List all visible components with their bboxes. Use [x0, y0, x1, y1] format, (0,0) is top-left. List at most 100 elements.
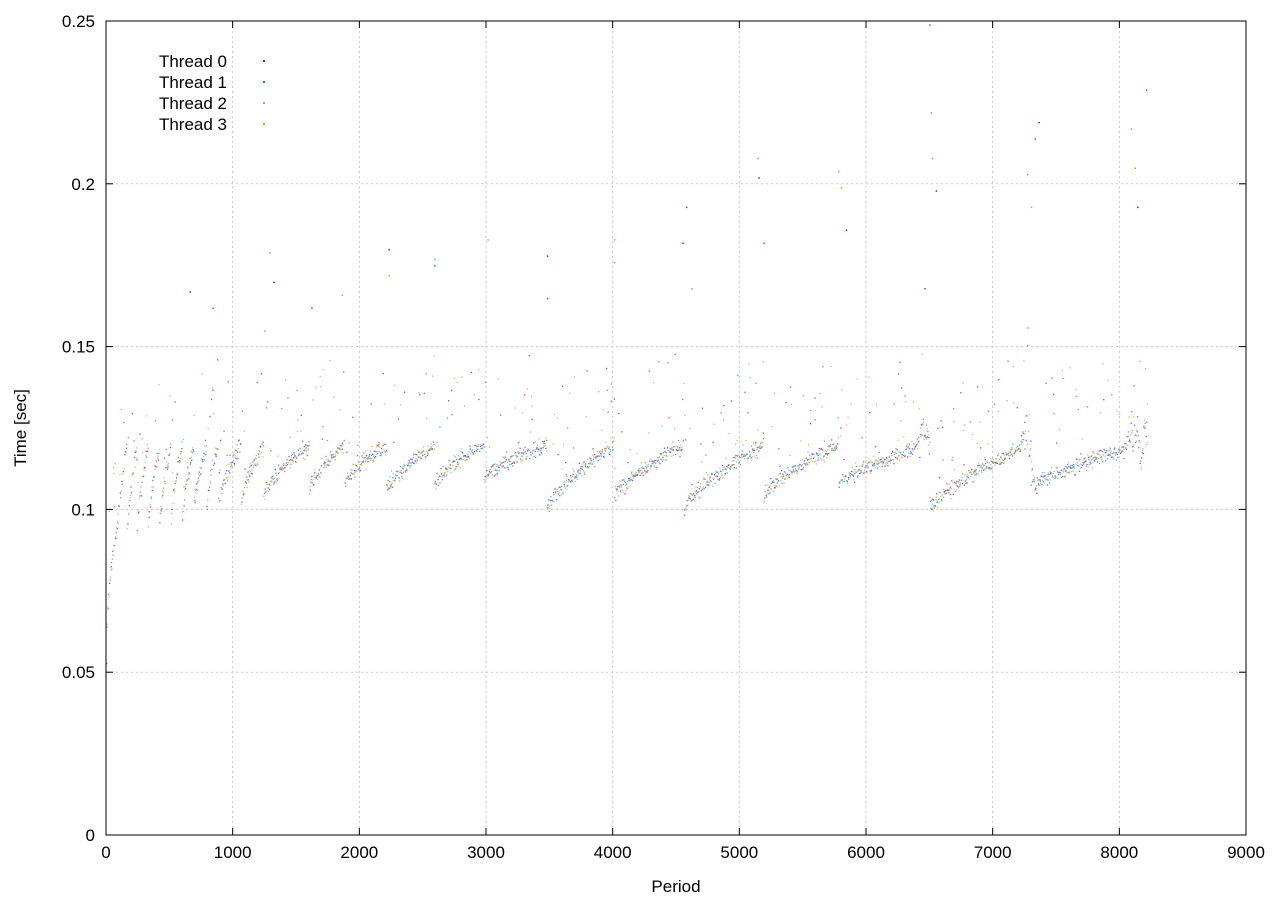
data-point: [229, 454, 231, 456]
data-point: [531, 405, 533, 408]
data-point: [549, 499, 552, 502]
data-point: [134, 466, 136, 468]
data-point: [1133, 416, 1135, 418]
data-point: [750, 445, 753, 447]
data-point: [1011, 446, 1013, 449]
data-point: [268, 483, 270, 485]
data-point: [709, 476, 711, 478]
data-point: [521, 412, 523, 414]
data-point: [359, 467, 361, 469]
data-point: [438, 482, 440, 484]
data-point: [376, 444, 378, 446]
data-point: [233, 462, 235, 465]
data-point: [400, 470, 402, 472]
data-point: [168, 454, 170, 457]
data-point: [946, 489, 949, 491]
data-point: [293, 457, 295, 459]
data-point: [284, 467, 286, 469]
data-point: [202, 461, 204, 463]
data-point: [643, 467, 645, 469]
data-point: [397, 418, 400, 420]
data-point: [1024, 421, 1026, 423]
data-point: [843, 458, 845, 461]
data-point: [689, 427, 691, 430]
data-point: [897, 456, 899, 459]
data-point: [936, 500, 938, 502]
data-point: [598, 390, 600, 393]
data-point: [781, 482, 783, 484]
data-point: [1111, 394, 1113, 396]
data-point: [308, 493, 311, 495]
data-point: [558, 486, 560, 488]
data-point: [893, 463, 895, 465]
data-point: [288, 461, 290, 464]
data-point: [513, 462, 515, 464]
data-point: [302, 440, 304, 442]
data-point: [962, 473, 964, 475]
y-tick-label: 0.2: [71, 175, 95, 194]
data-point: [234, 455, 237, 457]
data-point: [1050, 473, 1052, 475]
data-point: [1129, 439, 1131, 441]
data-point: [523, 454, 525, 456]
data-point: [562, 444, 565, 446]
data-point: [736, 455, 739, 457]
y-tick-labels: 00.050.10.150.20.25: [62, 12, 95, 845]
data-point: [714, 472, 717, 474]
data-point: [968, 478, 970, 480]
data-point: [600, 454, 602, 456]
data-point: [910, 451, 912, 453]
data-point: [817, 454, 819, 456]
data-point: [279, 468, 281, 470]
data-point: [375, 456, 377, 458]
data-point: [392, 479, 395, 482]
data-point: [754, 456, 756, 458]
data-point: [1050, 472, 1052, 474]
data-point: [456, 458, 458, 461]
data-point: [978, 470, 981, 472]
data-point: [984, 457, 986, 459]
data-point: [346, 477, 348, 479]
data-point: [761, 447, 763, 449]
data-point: [958, 481, 960, 483]
outlier-point: [924, 288, 926, 290]
data-point: [682, 439, 685, 441]
data-point: [631, 471, 633, 473]
outlier-point: [840, 187, 843, 189]
data-point: [1144, 422, 1146, 425]
data-point: [311, 475, 313, 478]
data-point: [920, 424, 922, 426]
data-point: [174, 482, 177, 485]
data-point: [377, 450, 379, 453]
data-point: [231, 464, 233, 466]
data-point: [169, 395, 171, 398]
data-point: [630, 476, 632, 479]
data-point: [791, 471, 793, 473]
data-point: [1115, 451, 1117, 454]
data-point: [251, 464, 253, 466]
data-point: [982, 466, 984, 468]
data-point: [1029, 454, 1031, 456]
y-tick-label: 0.25: [62, 12, 95, 31]
data-point: [953, 407, 955, 410]
data-point: [342, 444, 344, 446]
data-point: [1081, 438, 1083, 440]
data-point: [314, 477, 316, 479]
data-point: [1071, 467, 1073, 469]
data-point: [959, 483, 961, 486]
data-point: [1037, 483, 1040, 485]
data-point: [701, 488, 703, 490]
data-point: [625, 484, 627, 487]
data-point: [607, 446, 609, 448]
data-point: [831, 439, 833, 441]
data-point: [210, 474, 212, 476]
data-point: [294, 456, 296, 458]
data-point: [437, 472, 439, 474]
data-point: [844, 475, 846, 477]
data-point: [499, 464, 501, 466]
data-point: [856, 476, 859, 478]
data-point: [227, 381, 229, 383]
data-point: [559, 486, 561, 488]
data-point: [494, 469, 496, 471]
data-point: [131, 412, 134, 415]
